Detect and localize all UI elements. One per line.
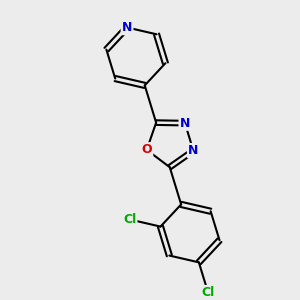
Text: N: N bbox=[122, 21, 132, 34]
Text: N: N bbox=[188, 144, 199, 157]
Text: O: O bbox=[141, 143, 152, 156]
Text: Cl: Cl bbox=[123, 213, 136, 226]
Text: Cl: Cl bbox=[202, 286, 215, 299]
Text: N: N bbox=[180, 117, 190, 130]
